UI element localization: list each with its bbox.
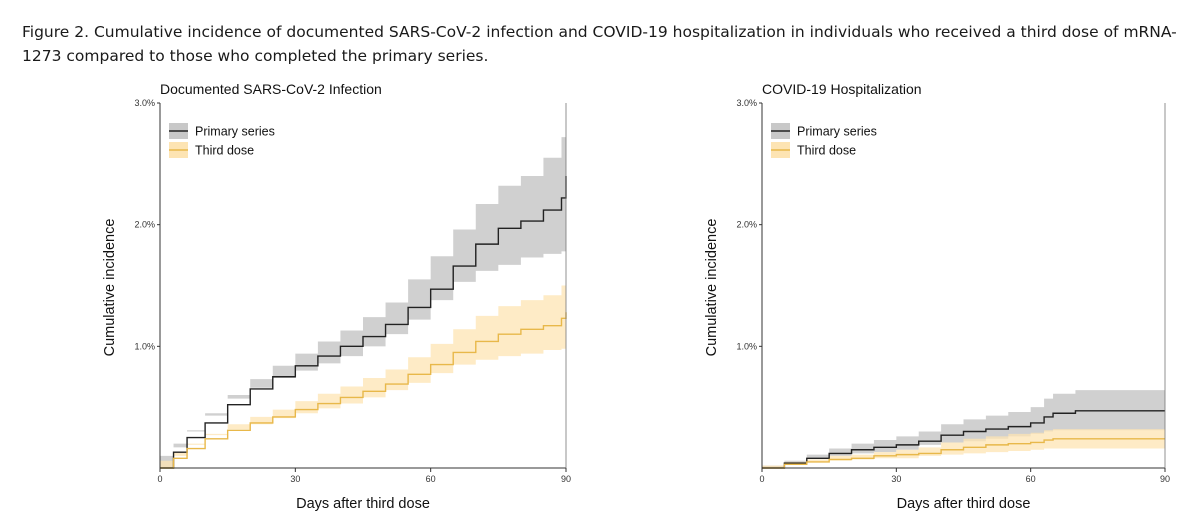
chart-infection: 0 30 60 90 1.0% 2.0% 3.0% Documented SARS-CoV-2… (102, 81, 571, 512)
series-line-third-dose (762, 438, 1165, 469)
legend-label: Primary series (195, 125, 275, 139)
series-line-third-dose (160, 312, 567, 469)
x-axis-label: Days after third dose (296, 496, 430, 512)
x-tick-label: 90 (1160, 474, 1170, 484)
ci-band-primary-series (160, 137, 566, 469)
legend-label: Third dose (195, 144, 254, 158)
chart-title: Documented SARS-CoV-2 Infection (160, 81, 382, 97)
y-tick-label: 3.0% (134, 98, 155, 108)
y-tick-label: 2.0% (736, 220, 757, 230)
x-tick-label: 30 (290, 474, 300, 484)
y-tick-label: 3.0% (736, 98, 757, 108)
y-axis-label: Cumulative incidence (102, 219, 118, 357)
series-line-primary-series (160, 176, 567, 469)
legend-label: Third dose (797, 144, 856, 158)
y-tick-label: 1.0% (736, 341, 757, 351)
legend: Primary series Third dose (169, 123, 275, 158)
legend: Primary series Third dose (771, 123, 877, 158)
x-tick-label: 0 (157, 474, 162, 484)
x-tick-label: 60 (426, 474, 436, 484)
x-axis-label: Days after third dose (897, 496, 1031, 512)
y-axis-label: Cumulative incidence (704, 219, 720, 357)
y-tick-label: 1.0% (134, 341, 155, 351)
series-line-primary-series (762, 410, 1165, 469)
legend-label: Primary series (797, 125, 877, 139)
ci-band-third-dose (160, 285, 566, 468)
x-tick-label: 0 (759, 474, 764, 484)
x-tick-label: 60 (1026, 474, 1036, 484)
chart-title: COVID-19 Hospitalization (762, 81, 922, 97)
x-tick-label: 90 (561, 474, 571, 484)
y-tick-label: 2.0% (134, 220, 155, 230)
x-tick-label: 30 (891, 474, 901, 484)
figure-caption: Figure 2. Cumulative incidence of docume… (22, 23, 1177, 65)
ci-band-primary-series (762, 390, 1165, 468)
chart-hospitalization: 0 30 60 90 1.0% 2.0% 3.0% COVID-19 Hospitalizat… (704, 81, 1170, 512)
